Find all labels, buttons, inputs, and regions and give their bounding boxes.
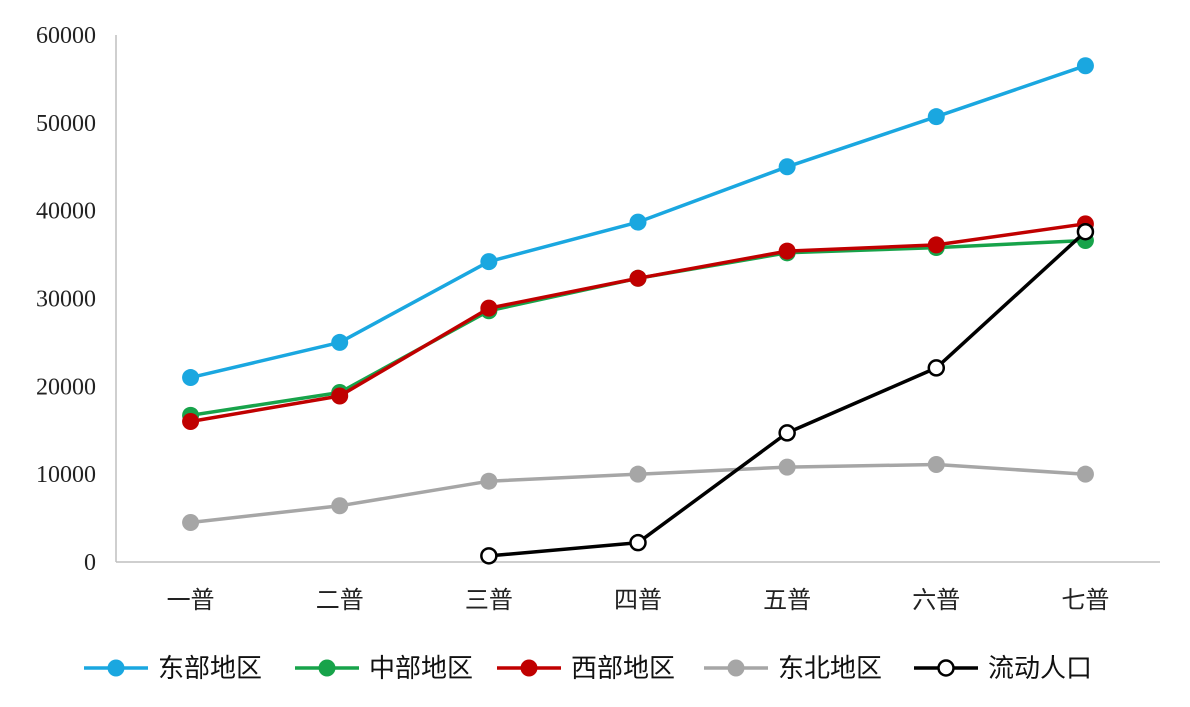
legend-label: 东北地区 (778, 654, 882, 684)
data-point (629, 269, 647, 287)
x-tick-label: 三普 (465, 587, 513, 614)
data-point (629, 533, 647, 552)
legend-item: 东部地区 (84, 654, 262, 684)
y-tick-label: 20000 (36, 374, 96, 400)
legend-marker (318, 659, 336, 677)
y-tick-label: 0 (84, 550, 96, 576)
data-point (182, 412, 200, 430)
x-tick-label: 六普 (912, 587, 960, 614)
legend-item: 东北地区 (704, 654, 882, 684)
legend: 东部地区 中部地区 西部地区 东北地区 流动人口 (84, 654, 1092, 684)
legend-label: 东部地区 (158, 654, 262, 684)
series-2 (182, 215, 1094, 430)
data-point (927, 359, 946, 377)
data-point (927, 108, 945, 126)
x-tick-label: 五普 (763, 587, 811, 614)
data-point (480, 253, 498, 271)
axes: 0 10000 20000 30000 40000 50000 60000 一普 二普 三普 四普 五… (36, 23, 1160, 614)
legend-label: 西部地区 (571, 654, 675, 684)
legend-item: 西部地区 (497, 654, 675, 684)
data-point (1076, 57, 1094, 75)
data-point (778, 242, 796, 260)
x-tick-label: 七普 (1061, 587, 1109, 614)
legend-label: 流动人口 (988, 654, 1092, 684)
data-point (331, 333, 349, 351)
series-3 (182, 456, 1094, 531)
legend-item: 中部地区 (295, 654, 473, 684)
data-point (331, 387, 349, 405)
legend-label: 中部地区 (369, 654, 473, 684)
series-line (190, 222, 1086, 424)
data-point (182, 369, 200, 387)
series-4 (480, 222, 1095, 565)
y-tick-label: 60000 (36, 23, 96, 49)
data-point (629, 213, 647, 231)
y-tick-label: 30000 (36, 287, 96, 313)
y-tick-label: 10000 (36, 462, 96, 488)
data-point (1076, 465, 1094, 483)
data-point (778, 458, 796, 476)
series-line (488, 230, 1087, 558)
series-1 (182, 232, 1094, 424)
data-point (1076, 222, 1095, 241)
x-tick-label: 二普 (316, 587, 364, 614)
series-line (190, 238, 1086, 418)
legend-item: 流动人口 (914, 654, 1092, 684)
data-point (927, 456, 945, 474)
legend-marker (727, 659, 745, 677)
data-point (331, 497, 349, 515)
data-point (778, 424, 796, 442)
legend-marker (937, 659, 955, 677)
y-tick-label: 50000 (36, 111, 96, 137)
series-layer (182, 57, 1095, 565)
legend-marker (520, 659, 538, 677)
data-point (480, 472, 498, 490)
x-tick-label: 四普 (614, 587, 662, 614)
data-point (927, 236, 945, 254)
legend-marker (107, 659, 125, 677)
data-point (480, 299, 498, 317)
data-point (778, 158, 796, 176)
series-0 (182, 57, 1094, 387)
data-point (480, 547, 498, 565)
x-tick-label: 一普 (167, 587, 215, 614)
y-tick-label: 40000 (36, 199, 96, 225)
data-point (629, 465, 647, 483)
data-point (182, 513, 200, 531)
